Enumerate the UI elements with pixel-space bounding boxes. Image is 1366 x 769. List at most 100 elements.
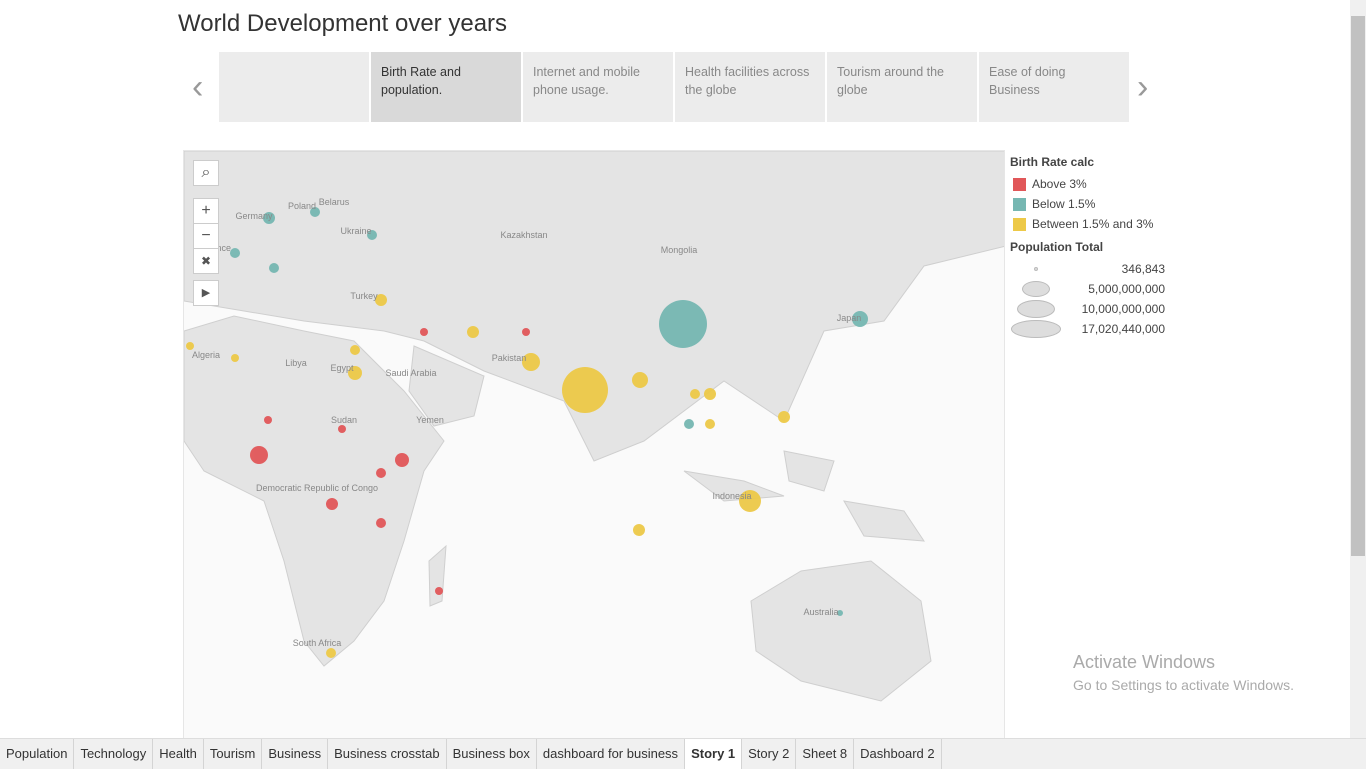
- land: [184, 151, 1004, 702]
- legend-swatch: [1013, 177, 1026, 191]
- bubble: [435, 587, 443, 595]
- legend-swatch: [1013, 217, 1026, 231]
- bubble: [778, 411, 790, 423]
- bubble: [420, 328, 428, 336]
- bubble: [659, 300, 707, 348]
- search-tool[interactable]: ⌕: [193, 160, 219, 186]
- bubble: [264, 416, 272, 424]
- bubble: [522, 353, 540, 371]
- story-point[interactable]: Ease of doing Business: [979, 52, 1129, 122]
- legend-item[interactable]: Between 1.5% and 3%: [1010, 214, 1165, 234]
- sheet-tab[interactable]: Business crosstab: [328, 739, 447, 769]
- map-labels: Kazakhstan Mongolia Poland Ukraine Belarus Ge…: [192, 197, 861, 648]
- bubble: [522, 328, 530, 336]
- reset-map[interactable]: ✖: [193, 248, 219, 274]
- bubble: [739, 490, 761, 512]
- bubble: [263, 212, 275, 224]
- sheet-tab[interactable]: Health: [153, 739, 204, 769]
- watermark-title: Activate Windows: [1073, 652, 1216, 672]
- map-tools[interactable]: ▶: [193, 280, 219, 306]
- bubble: [632, 372, 648, 388]
- map-label: Yemen: [416, 415, 444, 425]
- bubble: [467, 326, 479, 338]
- map-label: Indonesia: [712, 491, 751, 501]
- zoom-in[interactable]: +: [193, 198, 219, 224]
- bubble: [326, 648, 336, 658]
- bubble: [562, 367, 608, 413]
- sheet-tab[interactable]: Dashboard 2: [854, 739, 942, 769]
- sheet-tab[interactable]: Story 1: [685, 739, 743, 769]
- legend-label: Above 3%: [1032, 177, 1087, 191]
- map-label: Germany: [235, 211, 273, 221]
- legend-item[interactable]: Below 1.5%: [1010, 194, 1165, 214]
- bubbles: [186, 207, 868, 658]
- legend-item: 5,000,000,000: [1010, 279, 1165, 299]
- bubble: [376, 518, 386, 528]
- map-label: Turkey: [350, 291, 378, 301]
- map-label: Australia: [803, 607, 838, 617]
- story-point[interactable]: Birth Rate and population.: [371, 52, 521, 122]
- legend-label: Between 1.5% and 3%: [1032, 217, 1154, 231]
- story-point[interactable]: Health facilities across the globe: [675, 52, 825, 122]
- bubble: [230, 248, 240, 258]
- bubble: [633, 524, 645, 536]
- map-label: South Africa: [293, 638, 342, 648]
- prev-arrow[interactable]: ‹: [192, 68, 204, 106]
- legend-title: Birth Rate calc: [1010, 155, 1095, 169]
- legend-item: 10,000,000,000: [1010, 299, 1165, 319]
- sheet-tab[interactable]: Story 2: [742, 739, 797, 769]
- size-label: 346,843: [1121, 262, 1165, 276]
- size-label: 17,020,440,000: [1081, 322, 1165, 336]
- eurasia: [184, 151, 1004, 462]
- africa: [184, 315, 445, 667]
- bubble: [704, 388, 716, 400]
- legend-item: 17,020,440,000: [1010, 319, 1165, 339]
- sheet-tab[interactable]: Tourism: [204, 739, 263, 769]
- australia: [750, 560, 932, 702]
- dashboard-title: World Development over years: [178, 10, 508, 37]
- bubble: [690, 389, 700, 399]
- sheet-tab[interactable]: dashboard for business: [537, 739, 686, 769]
- size-label: 10,000,000,000: [1081, 302, 1165, 316]
- bubble: [837, 610, 843, 616]
- arabia: [408, 345, 485, 427]
- map-label: Japan: [837, 313, 862, 323]
- story-point[interactable]: [219, 52, 369, 122]
- bubble: [348, 366, 362, 380]
- size-label: 5,000,000,000: [1088, 282, 1165, 296]
- bubble: [250, 446, 268, 464]
- map-label: Egypt: [330, 363, 354, 373]
- color-legend: Above 3% Below 1.5% Between 1.5% and 3%: [1010, 174, 1165, 234]
- legend-title: Population Total: [1010, 240, 1104, 254]
- legend-label: Below 1.5%: [1032, 197, 1096, 211]
- story-point[interactable]: Tourism around the globe: [827, 52, 977, 122]
- scroll-thumb[interactable]: [1351, 16, 1365, 556]
- sheet-tab[interactable]: Sheet 8: [796, 739, 855, 769]
- bubble: [269, 263, 279, 273]
- map-label: Belarus: [319, 197, 350, 207]
- map-label: Kazakhstan: [500, 230, 547, 240]
- legend-item[interactable]: Above 3%: [1010, 174, 1165, 194]
- sheet-tabs: Population Technology Health Tourism Busines…: [0, 738, 1366, 769]
- story-point[interactable]: Internet and mobile phone usage.: [523, 52, 673, 122]
- islands: [683, 450, 925, 542]
- sheet-tab[interactable]: Business: [262, 739, 329, 769]
- bubble: [186, 342, 194, 350]
- map-label: Mongolia: [661, 245, 698, 255]
- bubble: [395, 453, 409, 467]
- size-swatch: [1034, 267, 1038, 271]
- map: Kazakhstan Mongolia Poland Ukraine Belarus Ge…: [183, 150, 1005, 740]
- zoom-out[interactable]: −: [193, 223, 219, 249]
- sheet-tab[interactable]: Population: [0, 739, 75, 769]
- sheet-tab[interactable]: Business box: [447, 739, 537, 769]
- bubble: [367, 230, 377, 240]
- bubble: [375, 294, 387, 306]
- legend: Birth Rate calc Above 3% Below 1.5% Betwee…: [1010, 155, 1165, 339]
- bubble: [231, 354, 239, 362]
- sheet-tab[interactable]: Technology: [74, 739, 154, 769]
- map-label: Poland: [288, 201, 316, 211]
- next-arrow[interactable]: ›: [1137, 68, 1149, 106]
- bubble: [338, 425, 346, 433]
- map-label: Saudi Arabia: [385, 368, 436, 378]
